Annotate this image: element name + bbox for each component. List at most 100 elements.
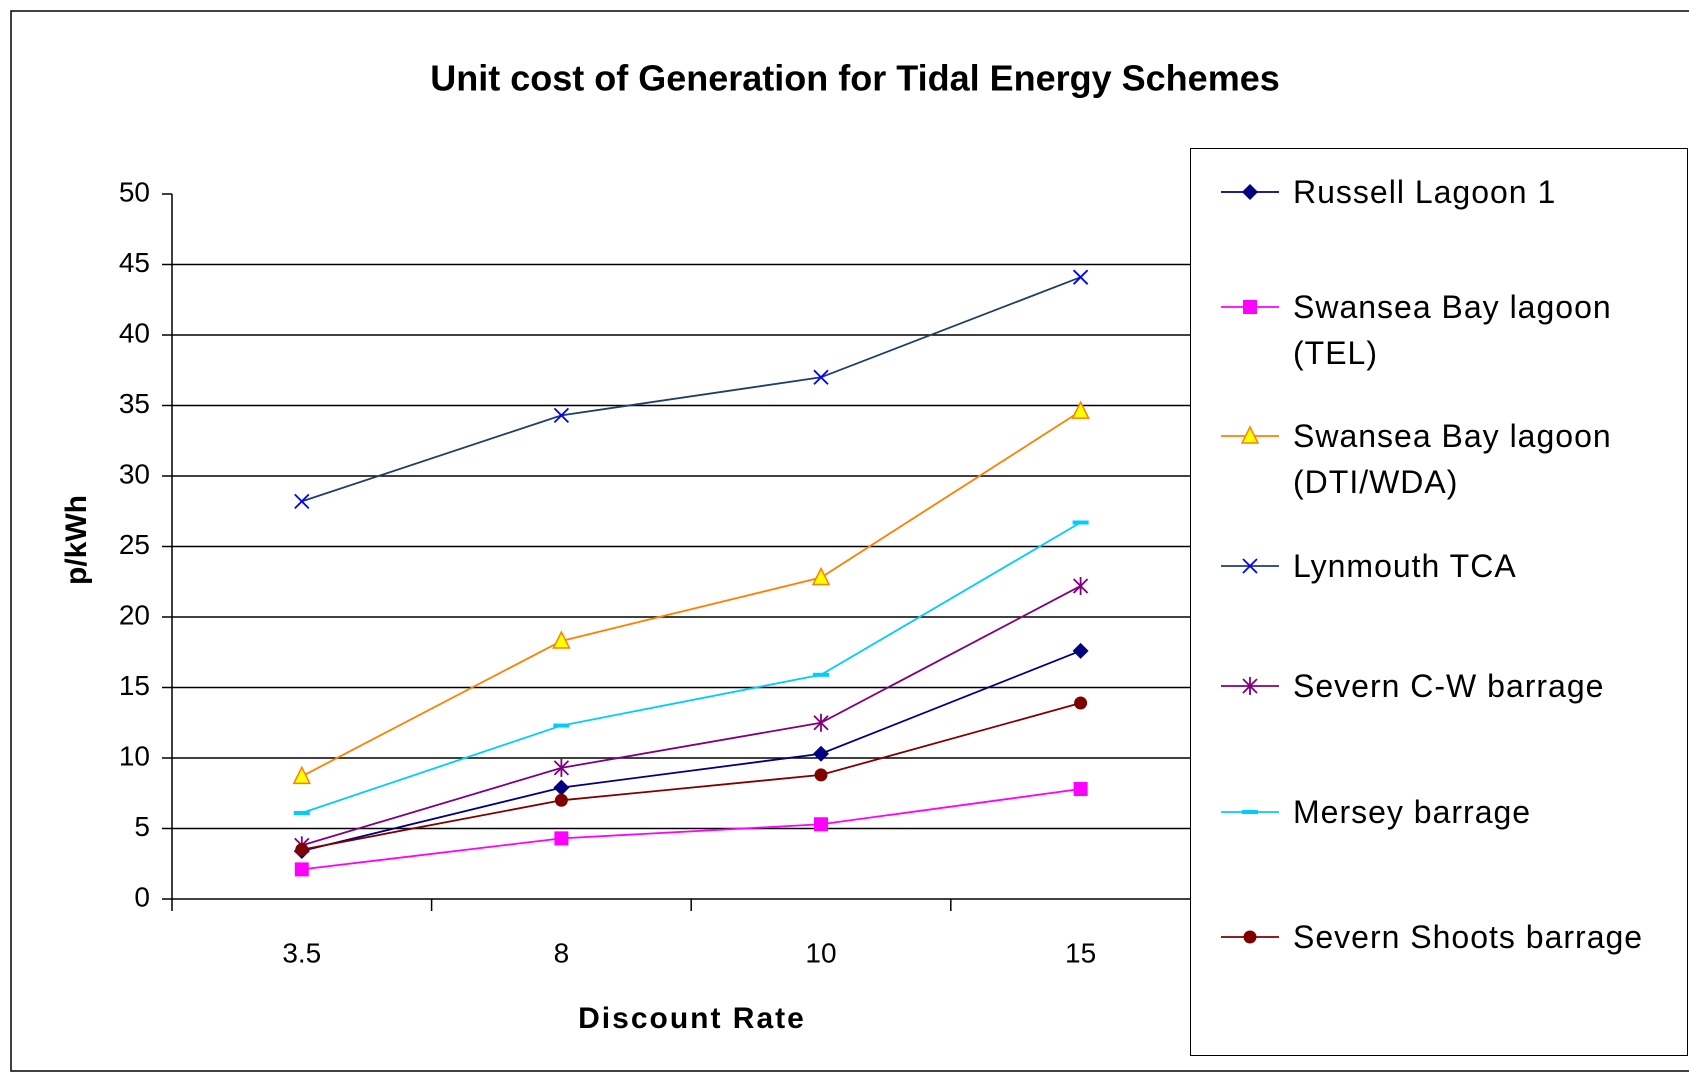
legend-label: Severn C-W barrage — [1293, 668, 1605, 704]
y-tick-label: 35 — [119, 388, 150, 419]
legend-entry: Severn C-W barrage — [1191, 663, 1668, 709]
legend: Russell Lagoon 1 Swansea Bay lagoon (TEL)… — [1190, 148, 1688, 1056]
marker — [1242, 810, 1258, 814]
marker — [1243, 930, 1257, 944]
legend-swatch — [1221, 184, 1279, 200]
marker — [813, 672, 829, 677]
marker-part — [1240, 425, 1260, 444]
marker-part — [294, 493, 310, 510]
legend-swatch — [1221, 300, 1279, 314]
marker — [553, 758, 570, 777]
marker-part — [1072, 576, 1089, 595]
marker-part — [1243, 300, 1257, 314]
marker-part — [813, 369, 829, 385]
marker — [1242, 558, 1258, 574]
marker — [814, 768, 828, 782]
marker — [1072, 269, 1089, 285]
x-axis-title: Discount Rate — [578, 1002, 806, 1035]
marker-part — [813, 713, 829, 732]
chart-title: Unit cost of Generation for Tidal Energy… — [430, 58, 1280, 99]
marker-part — [1242, 810, 1258, 814]
marker — [813, 369, 829, 385]
legend-entry: Swansea Bay lagoon (TEL) — [1191, 284, 1668, 376]
legend-entry: Russell Lagoon 1 — [1191, 169, 1668, 215]
marker — [292, 765, 312, 785]
marker — [1071, 400, 1090, 419]
marker — [1074, 696, 1088, 710]
series-line — [301, 585, 1082, 847]
y-tick-label: 25 — [119, 529, 150, 560]
marker — [552, 630, 571, 649]
series-line — [301, 410, 1082, 778]
marker-part — [552, 630, 571, 649]
marker-part — [554, 793, 568, 807]
legend-entry: Severn Shoots barrage — [1191, 914, 1668, 960]
marker-part — [295, 843, 309, 857]
marker — [1072, 642, 1089, 659]
marker — [293, 810, 310, 815]
marker-part — [554, 831, 569, 846]
legend-swatch — [1221, 930, 1279, 944]
series-line — [301, 276, 1081, 503]
marker-part — [813, 672, 829, 677]
x-tick-label: 3.5 — [282, 937, 321, 968]
x-tick-label: 8 — [554, 937, 570, 968]
marker-part — [811, 566, 831, 586]
marker-part — [292, 765, 312, 785]
marker-part — [1072, 642, 1089, 659]
marker — [1242, 677, 1258, 695]
legend-label: Swansea Bay lagoon (DTI/WDA) — [1293, 418, 1612, 500]
y-tick-label: 30 — [119, 458, 150, 489]
marker-part — [1243, 930, 1257, 944]
legend-label: Swansea Bay lagoon (TEL) — [1293, 289, 1612, 371]
series-line — [301, 650, 1081, 852]
legend-swatch — [1221, 425, 1279, 444]
marker — [294, 493, 310, 510]
marker — [294, 862, 309, 877]
marker — [1072, 520, 1089, 525]
x-tick-label: 15 — [1065, 937, 1096, 968]
legend-label: Russell Lagoon 1 — [1293, 174, 1557, 210]
marker — [1073, 782, 1088, 797]
x-tick-label: 10 — [805, 937, 836, 968]
y-axis-title: p/kWh — [60, 495, 93, 585]
marker-part — [553, 758, 570, 777]
legend-swatch — [1221, 810, 1279, 814]
marker-part — [1072, 269, 1089, 285]
y-tick-label: 15 — [119, 670, 150, 701]
marker — [811, 566, 831, 586]
marker-part — [1073, 782, 1088, 797]
legend-label: Mersey barrage — [1293, 794, 1532, 830]
marker-part — [1242, 677, 1258, 695]
marker — [1243, 300, 1257, 314]
y-tick-label: 10 — [119, 740, 150, 771]
series-line — [301, 702, 1081, 851]
marker — [1072, 576, 1089, 595]
marker-part — [553, 723, 570, 728]
marker-part — [814, 768, 828, 782]
marker-part — [294, 862, 309, 877]
marker-part — [1242, 558, 1258, 574]
series-line — [301, 788, 1081, 871]
y-tick-label: 5 — [134, 811, 150, 842]
y-tick-label: 0 — [134, 881, 150, 912]
marker — [1242, 184, 1258, 200]
marker-part — [1074, 696, 1088, 710]
marker — [814, 817, 828, 832]
legend-entry: Swansea Bay lagoon (DTI/WDA) — [1191, 413, 1668, 505]
marker — [553, 779, 570, 796]
marker-part — [553, 407, 570, 424]
marker — [813, 745, 829, 762]
marker — [554, 831, 569, 846]
marker-part — [1072, 520, 1089, 525]
y-tick-label: 20 — [119, 599, 150, 630]
marker-part — [1242, 184, 1258, 200]
legend-swatch — [1221, 677, 1279, 695]
legend-swatch — [1221, 558, 1279, 574]
marker-part — [293, 810, 310, 815]
series-line — [301, 521, 1082, 814]
marker — [553, 723, 570, 728]
marker — [554, 793, 568, 807]
legend-entry: Lynmouth TCA — [1191, 543, 1668, 589]
